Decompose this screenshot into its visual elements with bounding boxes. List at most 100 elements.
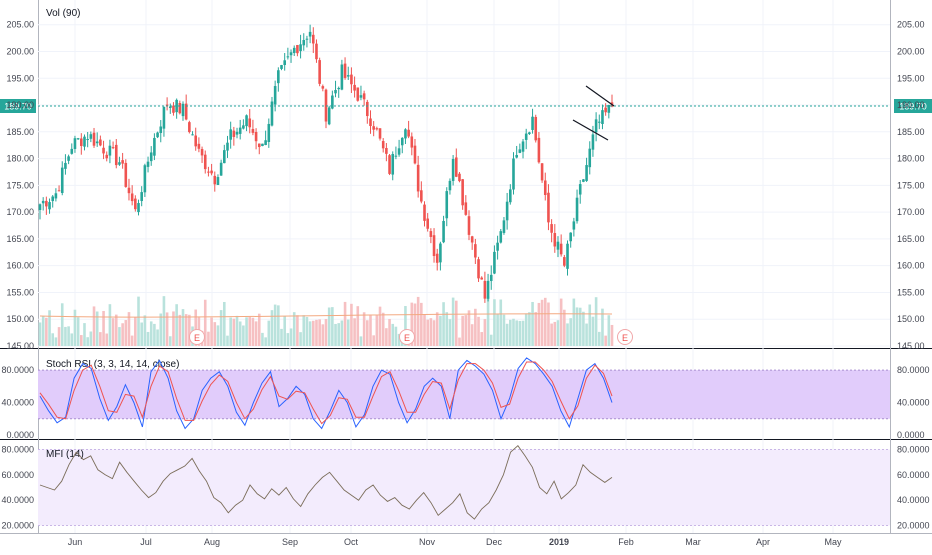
candle-body: [442, 220, 445, 243]
candle-body: [461, 179, 464, 206]
volume-bar: [219, 310, 223, 346]
stoch-axis-right[interactable]: 80.0000 40.0000 0.0000: [897, 365, 930, 440]
date-tick-label: Jun: [68, 537, 83, 547]
mfi-tick-label-right: 80.0000: [897, 445, 930, 455]
volume-bar: [521, 320, 525, 346]
volume-bar: [429, 318, 433, 346]
mfi-band: [38, 449, 890, 526]
price-tick-label-right: 200.00: [897, 46, 925, 56]
price-axis-right[interactable]: 205.00 200.00 195.00 190.00 185.00 180.00 175.…: [897, 20, 925, 351]
earnings-marker-2[interactable]: E: [399, 329, 415, 345]
candle-body: [445, 191, 449, 219]
candle-body: [51, 196, 55, 202]
volume-bar: [130, 335, 134, 346]
candle-body: [175, 99, 178, 113]
volume-bar: [175, 304, 178, 346]
volume-bar: [48, 310, 51, 346]
volume-bar: [210, 317, 213, 346]
mfi-axis-left[interactable]: 80.0000 60.0000 40.0000 20.0000: [1, 445, 34, 531]
candle-body: [597, 121, 601, 123]
candle-body: [423, 204, 426, 221]
mfi-axis-right[interactable]: 80.0000 60.0000 40.0000 20.0000: [897, 445, 930, 531]
candle-body: [604, 107, 607, 113]
volume-bar: [454, 300, 458, 346]
volume-bar: [238, 321, 242, 346]
volume-bar: [420, 302, 423, 346]
candle-body: [70, 148, 74, 154]
candle-body: [327, 107, 331, 125]
volume-bar: [223, 301, 226, 346]
candle-body: [362, 93, 366, 100]
volume-bar: [251, 317, 255, 346]
candle-body: [203, 154, 207, 170]
candle-body: [413, 145, 417, 164]
candle-body: [261, 143, 264, 147]
last-price-label-left-bg: [0, 99, 36, 113]
candle-body: [502, 220, 506, 233]
candle-body: [229, 129, 232, 140]
candle-body: [83, 136, 86, 147]
volume-bar: [385, 328, 388, 346]
volume-bar: [172, 311, 175, 346]
volume-bar: [550, 323, 553, 346]
candle-body: [302, 40, 306, 46]
volume-layer: [38, 296, 614, 346]
price-axis-left[interactable]: 205.00 200.00 195.00 190.00 185.00 180.00 175.…: [6, 20, 34, 351]
volume-bar: [566, 323, 569, 346]
date-tick-label: Sep: [282, 537, 298, 547]
volume-bar: [391, 323, 395, 346]
earnings-marker-3[interactable]: E: [617, 329, 633, 345]
candle-body: [245, 115, 248, 127]
candle-body: [156, 132, 159, 138]
date-axis[interactable]: Jun Jul Aug Sep Oct Nov Dec 2019 Feb Mar Apr May: [68, 537, 842, 547]
date-tick-label: Dec: [486, 537, 503, 547]
volume-bar: [232, 318, 236, 346]
flag-pattern-drawing[interactable]: [572, 85, 615, 141]
volume-bar: [467, 310, 471, 346]
volume-bar: [248, 317, 252, 346]
volume-bar: [502, 314, 506, 346]
volume-bar: [311, 320, 315, 346]
candle-body: [578, 184, 582, 195]
date-tick-label: Aug: [204, 537, 220, 547]
candle-body: [321, 86, 325, 89]
price-tick-label-right: 145.00: [897, 341, 925, 351]
volume-bar: [331, 307, 334, 346]
mfi-layer: [39, 445, 613, 520]
volume-bar: [559, 298, 563, 346]
flag-upper-line[interactable]: [585, 85, 615, 107]
candle-body: [397, 148, 401, 155]
volume-bar: [585, 323, 588, 346]
stoch-axis-left[interactable]: 80.0000 40.0000 0.0000: [1, 365, 34, 440]
candle-body: [248, 118, 252, 128]
candle-body: [477, 259, 480, 279]
candle-body: [264, 140, 267, 146]
candle-body: [153, 137, 156, 156]
volume-bar: [432, 320, 436, 346]
volume-bar: [70, 333, 74, 346]
volume-bar: [245, 317, 248, 346]
candle-body: [299, 44, 302, 52]
stoch-tick-label-right: 80.0000: [897, 365, 930, 375]
candle-body: [521, 141, 525, 152]
volume-bar: [292, 312, 296, 346]
candle-body: [200, 149, 204, 156]
mfi-line: [39, 445, 613, 520]
earnings-marker-1[interactable]: E: [189, 329, 205, 345]
price-tick-label-right: 180.00: [897, 154, 925, 164]
flag-lower-line[interactable]: [572, 119, 609, 141]
volume-bar: [57, 327, 61, 346]
candle-body: [550, 224, 553, 233]
candle-body: [149, 152, 153, 162]
volume-bar: [461, 315, 464, 346]
volume-bar: [324, 319, 328, 346]
candle-body: [124, 162, 128, 187]
volume-bar: [359, 336, 363, 346]
candle-body: [238, 127, 242, 134]
volume-bar: [353, 318, 356, 346]
candle-body: [318, 60, 321, 84]
volume-bar: [448, 319, 452, 346]
mfi-tick-label-left: 20.0000: [1, 520, 34, 530]
volume-bar: [445, 312, 449, 346]
